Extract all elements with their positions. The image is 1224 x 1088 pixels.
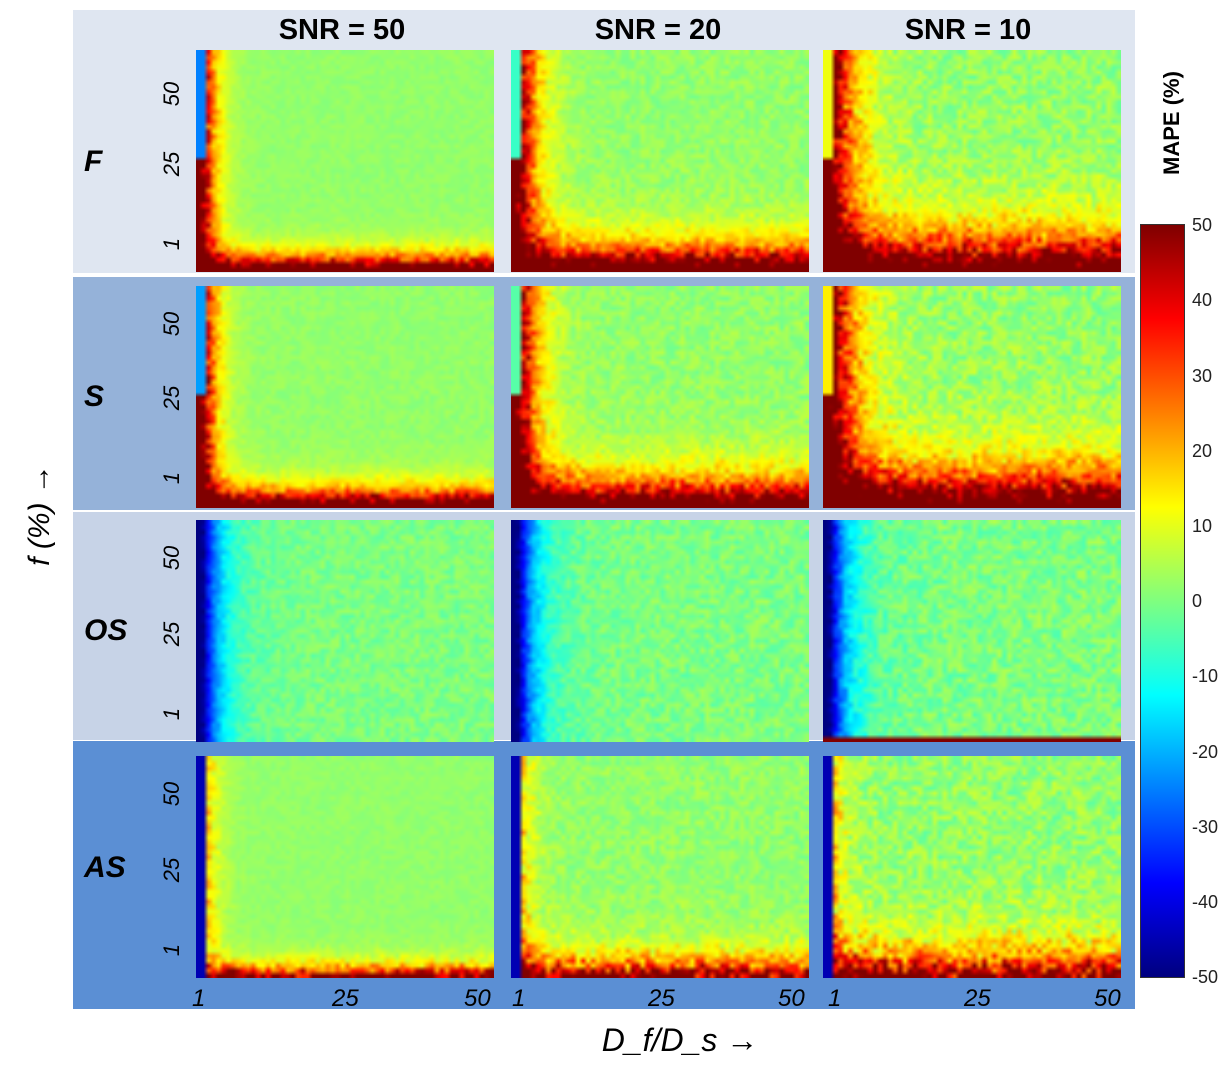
ytick-label: 50 bbox=[159, 81, 184, 107]
column-title-snr50: SNR = 50 bbox=[278, 14, 406, 46]
colorbar-tick: 40 bbox=[1192, 290, 1213, 310]
colorbar-tick: 10 bbox=[1192, 516, 1213, 536]
colorbar-tick: -20 bbox=[1192, 742, 1219, 762]
ytick-label: 50 bbox=[159, 311, 184, 337]
heatmap-panel-as-snr20 bbox=[511, 756, 809, 978]
ytick-label: 25 bbox=[159, 151, 184, 177]
colorbar-tick: 20 bbox=[1192, 441, 1213, 461]
xtick-label: 1 bbox=[192, 985, 206, 1012]
ytick-label: 25 bbox=[159, 857, 184, 883]
xtick-label: 25 bbox=[964, 985, 991, 1012]
heatmap-panel-f-snr50 bbox=[196, 50, 494, 272]
heatmap-panel-as-snr10 bbox=[823, 756, 1121, 978]
xtick-label: 50 bbox=[1094, 985, 1121, 1012]
row-label-f: F bbox=[84, 145, 103, 178]
ytick-label: 25 bbox=[159, 385, 184, 411]
colorbar-tick: 50 bbox=[1192, 215, 1213, 235]
heatmap-panel-s-snr50 bbox=[196, 286, 494, 508]
heatmap-panel-s-snr10 bbox=[823, 286, 1121, 508]
xtick-label: 25 bbox=[332, 985, 359, 1012]
heatmap-panel-f-snr10 bbox=[823, 50, 1121, 272]
x-axis-label: D_f/D_s → bbox=[601, 1022, 759, 1058]
colorbar-tick: -40 bbox=[1192, 892, 1219, 912]
column-title-snr10: SNR = 10 bbox=[904, 14, 1032, 46]
ytick-label: 1 bbox=[159, 943, 184, 957]
xtick-label: 50 bbox=[464, 985, 491, 1012]
colorbar-tick: -10 bbox=[1192, 666, 1219, 686]
colorbar-tick: -50 bbox=[1192, 967, 1219, 987]
heatmap-panel-os-snr20 bbox=[511, 520, 809, 742]
heatmap-panel-s-snr20 bbox=[511, 286, 809, 508]
ytick-label: 1 bbox=[159, 471, 184, 485]
heatmap-panel-os-snr10 bbox=[823, 520, 1121, 742]
row-label-s: S bbox=[84, 380, 105, 413]
ytick-label: 25 bbox=[159, 621, 184, 647]
colorbar-tick: 0 bbox=[1192, 591, 1203, 611]
xtick-label: 25 bbox=[648, 985, 675, 1012]
heatmap-panel-os-snr50 bbox=[196, 520, 494, 742]
xtick-label: 1 bbox=[512, 985, 526, 1012]
ytick-label: 50 bbox=[159, 545, 184, 571]
row-label-os: OS bbox=[84, 614, 128, 647]
colorbar-tick: -30 bbox=[1192, 817, 1219, 837]
xtick-label: 1 bbox=[828, 985, 842, 1012]
row-label-as: AS bbox=[84, 851, 126, 884]
xtick-label: 50 bbox=[778, 985, 805, 1012]
colorbar-label: MAPE (%) bbox=[1159, 71, 1184, 175]
ytick-label: 50 bbox=[159, 781, 184, 807]
y-axis-label: f (%) → bbox=[23, 464, 56, 566]
heatmap-panel-f-snr20 bbox=[511, 50, 809, 272]
colorbar-tick: 30 bbox=[1192, 366, 1213, 386]
colorbar bbox=[1140, 224, 1185, 978]
column-title-snr20: SNR = 20 bbox=[594, 14, 722, 46]
ytick-label: 1 bbox=[159, 237, 184, 251]
heatmap-panel-as-snr50 bbox=[196, 756, 494, 978]
ytick-label: 1 bbox=[159, 707, 184, 721]
